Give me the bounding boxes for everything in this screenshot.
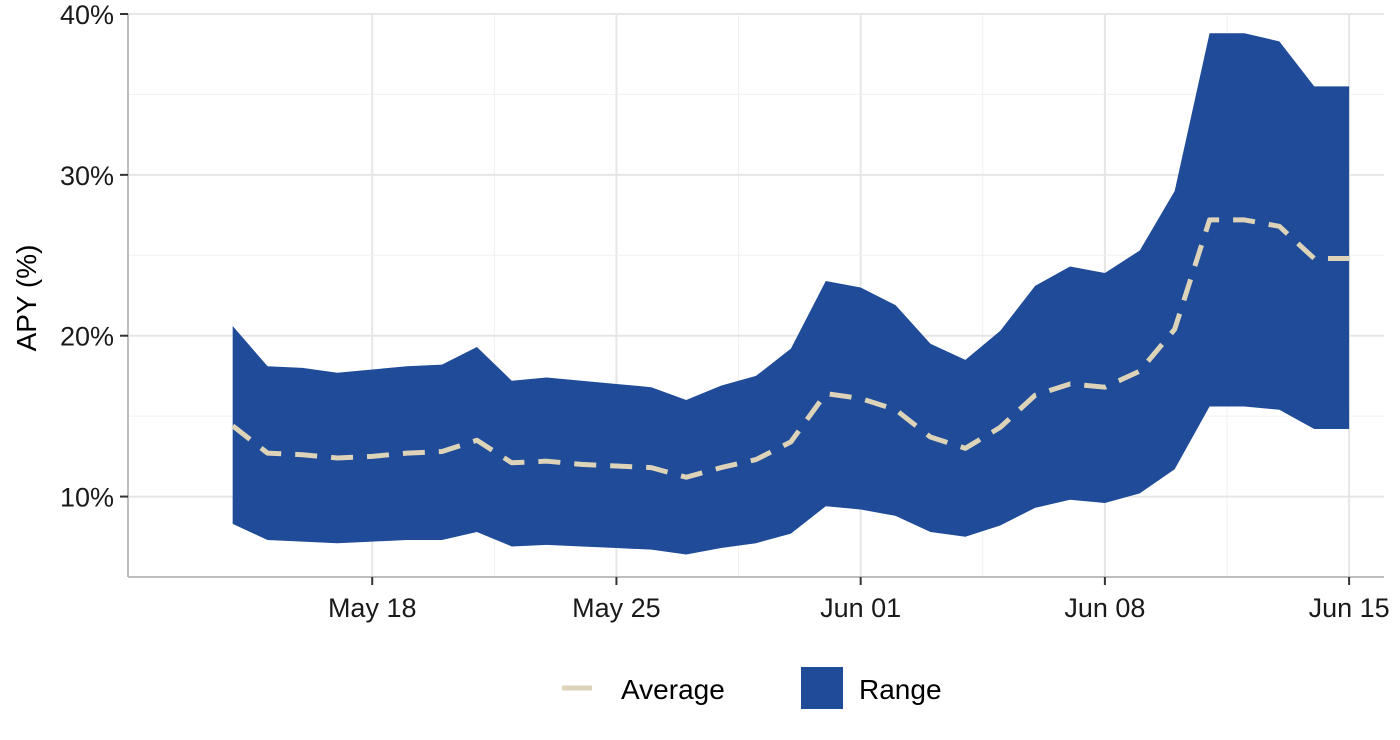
y-axis-title: APY (%) <box>11 245 42 352</box>
average-line <box>231 217 1350 480</box>
x-tick-label: Jun 08 <box>1064 593 1145 623</box>
y-tick-label: 30% <box>60 161 114 191</box>
x-tick-label: Jun 01 <box>820 593 901 623</box>
legend-average-label: Average <box>621 674 725 705</box>
y-tick-label: 40% <box>60 0 114 30</box>
x-axis-ticks: May 18 May 25 Jun 01 Jun 08 Jun 15 <box>328 577 1390 623</box>
x-tick-label: May 18 <box>328 593 417 623</box>
y-axis-ticks: 10% 20% 30% 40% <box>60 0 128 513</box>
legend-range-label: Range <box>859 674 942 705</box>
y-tick-label: 20% <box>60 322 114 352</box>
axes <box>127 14 1384 578</box>
legend: Average Range <box>562 667 942 709</box>
x-tick-label: Jun 15 <box>1309 593 1390 623</box>
legend-range-key <box>801 667 843 709</box>
series-layer <box>231 33 1350 555</box>
x-tick-label: May 25 <box>572 593 661 623</box>
y-tick-label: 10% <box>60 483 114 513</box>
range-ribbon <box>232 33 1350 555</box>
